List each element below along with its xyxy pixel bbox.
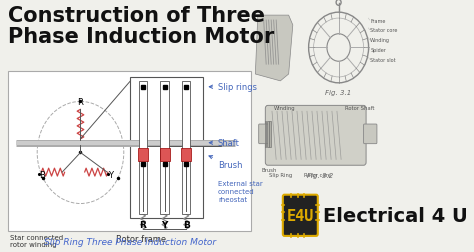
- Text: Rotor frame: Rotor frame: [116, 234, 166, 243]
- Text: Stator slot: Stator slot: [370, 57, 396, 62]
- Bar: [160, 148, 170, 162]
- Text: Slip Ring Three Phase Induction Motor: Slip Ring Three Phase Induction Motor: [44, 237, 216, 246]
- Text: E4U: E4U: [287, 208, 314, 223]
- Text: Winding: Winding: [370, 38, 390, 43]
- Text: B: B: [39, 170, 45, 179]
- Text: R: R: [139, 220, 146, 229]
- FancyBboxPatch shape: [267, 122, 269, 147]
- Text: Electrical 4 U: Electrical 4 U: [323, 206, 467, 225]
- Text: Brush: Brush: [261, 168, 276, 173]
- Text: Frame: Frame: [370, 18, 386, 23]
- Text: External star
connected
rheostat: External star connected rheostat: [218, 180, 263, 202]
- Text: Fig. 3.1: Fig. 3.1: [326, 89, 352, 95]
- FancyBboxPatch shape: [259, 124, 270, 144]
- Text: Y: Y: [162, 220, 168, 229]
- Text: Shaft: Shaft: [209, 139, 240, 148]
- Text: Phase Induction Motor: Phase Induction Motor: [8, 27, 274, 47]
- Text: Fig. 3.2: Fig. 3.2: [307, 172, 333, 178]
- Text: Slip rings: Slip rings: [209, 83, 257, 92]
- Bar: [138, 148, 148, 162]
- Polygon shape: [255, 16, 293, 82]
- Bar: [139, 82, 147, 214]
- FancyBboxPatch shape: [364, 124, 377, 144]
- Text: Spider: Spider: [370, 48, 386, 53]
- FancyBboxPatch shape: [270, 122, 271, 147]
- Text: Construction of Three: Construction of Three: [8, 6, 265, 26]
- Text: Rotor Shaft: Rotor Shaft: [345, 106, 374, 111]
- Text: B: B: [183, 220, 190, 229]
- FancyBboxPatch shape: [265, 106, 366, 166]
- Text: Winding: Winding: [273, 106, 295, 111]
- Bar: [130, 78, 203, 218]
- Text: Brush: Brush: [209, 156, 242, 169]
- Text: Y: Y: [108, 170, 113, 179]
- Bar: [181, 148, 191, 162]
- Bar: [8, 72, 251, 231]
- Text: Slip Ring: Slip Ring: [270, 172, 293, 177]
- Text: R: R: [78, 98, 83, 107]
- FancyBboxPatch shape: [264, 122, 266, 147]
- Bar: [182, 82, 191, 214]
- Bar: [160, 82, 169, 214]
- FancyBboxPatch shape: [283, 195, 318, 236]
- Text: Stator core: Stator core: [370, 28, 398, 33]
- Text: Rotor core: Rotor core: [304, 172, 331, 177]
- Text: Star connected
rotor winding: Star connected rotor winding: [9, 234, 63, 247]
